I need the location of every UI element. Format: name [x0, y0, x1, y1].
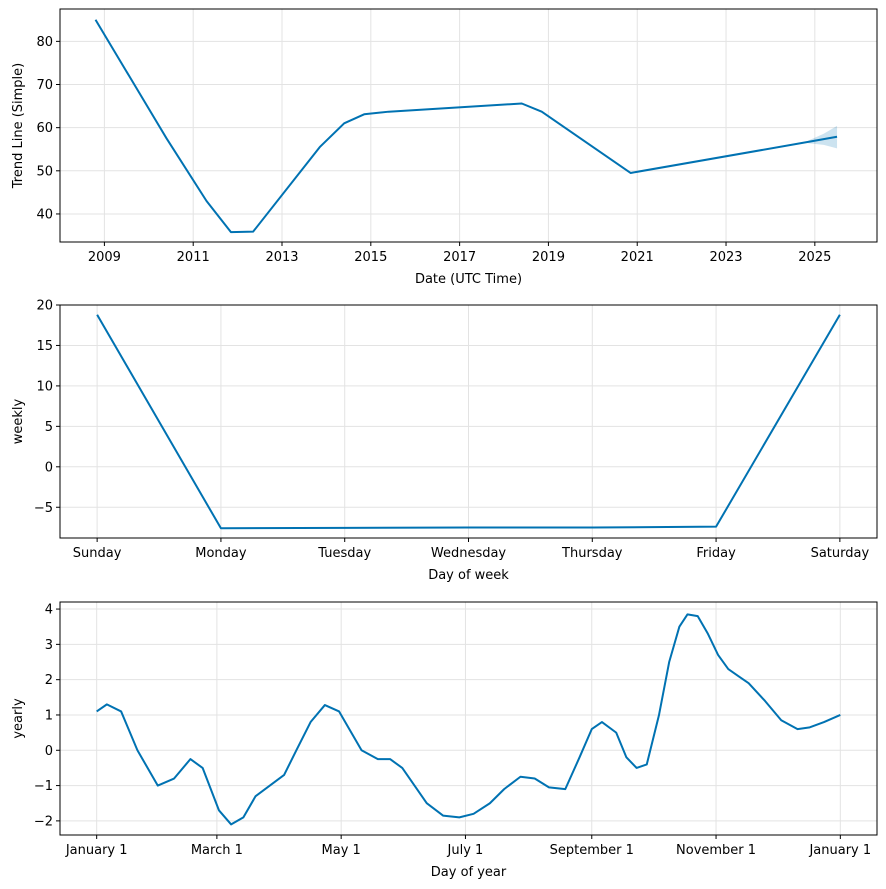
yearly-x-ticks: January 1 March 1 May 1 July 1 September 1 No… — [65, 835, 871, 858]
trend-x-tick-label: 2019 — [532, 250, 565, 265]
trend-y-tick-label: 50 — [36, 164, 53, 179]
yearly-y-tick-label: 2 — [45, 673, 53, 688]
yearly-y-axis-label: yearly — [11, 698, 26, 739]
yearly-y-tick-label: 4 — [45, 603, 53, 618]
yearly-gridlines — [60, 602, 877, 835]
trend-x-ticks: 2009 2011 2013 2015 2017 2019 2021 2023 2025 — [88, 242, 831, 265]
yearly-y-tick-label: 3 — [45, 638, 53, 653]
yearly-x-tick-label: July 1 — [447, 843, 484, 858]
weekly-x-tick-label: Tuesday — [317, 546, 371, 561]
trend-x-tick-label: 2025 — [798, 250, 831, 265]
trend-y-tick-label: 40 — [36, 207, 53, 222]
weekly-y-tick-label: 10 — [36, 379, 53, 394]
trend-plot-frame — [59, 8, 878, 243]
yearly-y-tick-label: 0 — [45, 744, 53, 759]
weekly-x-ticks: Sunday Monday Tuesday Wednesday Thursday Frid… — [73, 538, 870, 561]
yearly-y-ticks: −2 −1 0 1 2 3 4 — [34, 603, 60, 829]
weekly-y-axis-label: weekly — [11, 398, 26, 444]
yearly-x-tick-label: January 1 — [65, 843, 128, 858]
weekly-x-tick-label: Friday — [696, 546, 736, 561]
yearly-panel: January 1 March 1 May 1 July 1 September 1 No… — [11, 601, 878, 880]
trend-x-tick-label: 2009 — [88, 250, 121, 265]
trend-y-tick-label: 80 — [36, 35, 53, 50]
trend-x-tick-label: 2023 — [709, 250, 742, 265]
yearly-x-tick-label: September 1 — [550, 843, 634, 858]
trend-x-tick-label: 2017 — [443, 250, 476, 265]
trend-y-axis-label: Trend Line (Simple) — [11, 63, 26, 189]
weekly-x-tick-label: Monday — [195, 546, 247, 561]
trend-x-tick-label: 2011 — [177, 250, 210, 265]
weekly-y-tick-label: 20 — [36, 299, 53, 314]
yearly-plot-frame — [59, 601, 878, 836]
trend-line — [94, 19, 838, 234]
trend-y-tick-label: 70 — [36, 78, 53, 93]
yearly-x-tick-label: May 1 — [322, 843, 361, 858]
trend-x-tick-label: 2021 — [621, 250, 654, 265]
yearly-y-tick-label: 1 — [45, 708, 53, 723]
trend-panel: 2009 2011 2013 2015 2017 2019 2021 2023 2025 40 5… — [11, 8, 878, 287]
weekly-y-tick-label: 0 — [45, 460, 53, 475]
weekly-panel: Sunday Monday Tuesday Wednesday Thursday Frid… — [11, 299, 878, 583]
weekly-y-ticks: −5 0 5 10 15 20 — [34, 299, 60, 516]
weekly-x-tick-label: Wednesday — [431, 546, 507, 561]
yearly-y-tick-label: −2 — [34, 814, 53, 829]
weekly-x-tick-label: Sunday — [73, 546, 122, 561]
weekly-x-tick-label: Thursday — [561, 546, 623, 561]
trend-x-axis-label: Date (UTC Time) — [415, 272, 522, 287]
trend-uncertainty-band — [808, 125, 838, 149]
weekly-x-tick-label: Saturday — [811, 546, 870, 561]
trend-y-tick-label: 60 — [36, 121, 53, 136]
weekly-y-tick-label: 5 — [45, 420, 53, 435]
trend-x-tick-label: 2013 — [265, 250, 298, 265]
weekly-line — [96, 314, 841, 530]
yearly-y-tick-label: −1 — [34, 779, 53, 794]
yearly-line — [96, 613, 841, 826]
weekly-x-axis-label: Day of week — [428, 568, 509, 583]
trend-gridlines — [60, 9, 877, 242]
trend-x-tick-label: 2015 — [354, 250, 387, 265]
yearly-x-tick-label: March 1 — [191, 843, 243, 858]
yearly-x-tick-label: January 1 — [808, 843, 871, 858]
trend-y-ticks: 40 50 60 70 80 — [36, 35, 60, 222]
weekly-gridlines — [60, 304, 877, 538]
weekly-y-tick-label: −5 — [34, 501, 53, 516]
yearly-x-axis-label: Day of year — [431, 865, 507, 880]
yearly-x-tick-label: November 1 — [676, 843, 756, 858]
weekly-y-tick-label: 15 — [36, 339, 53, 354]
